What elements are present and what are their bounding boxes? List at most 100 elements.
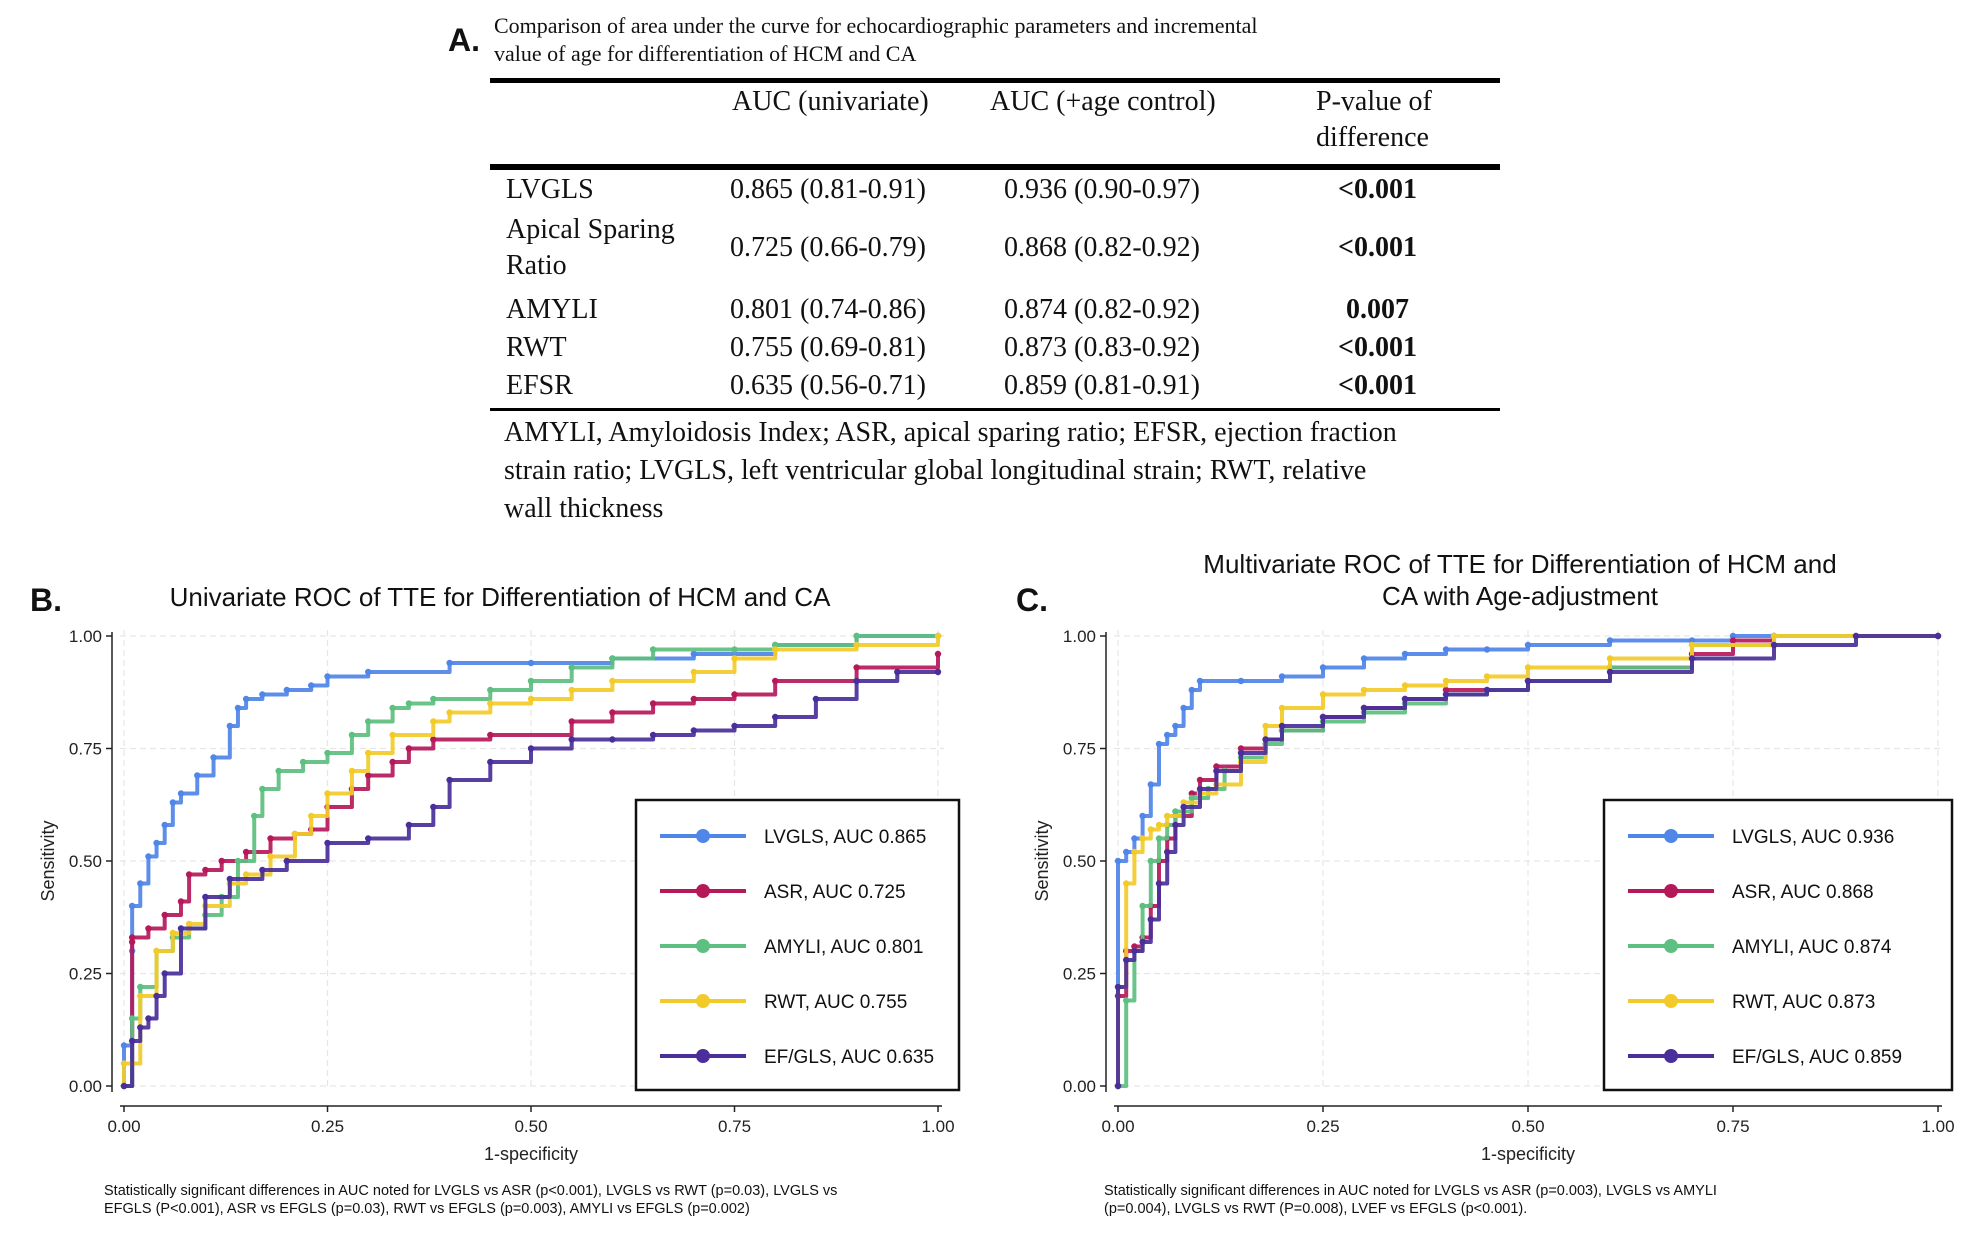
roc-point-amyli bbox=[324, 749, 331, 757]
y-tick-label: 0.00 bbox=[1063, 1077, 1096, 1096]
roc-point-asr bbox=[405, 745, 413, 752]
legend-label: RWT, AUC 0.873 bbox=[1732, 992, 1875, 1013]
roc-point-asr bbox=[177, 898, 185, 905]
roc-point-lvgls bbox=[1688, 637, 1696, 644]
roc-point-lvgls bbox=[1442, 646, 1450, 653]
roc-point-amyli bbox=[365, 718, 372, 725]
row-p-value: <0.001 bbox=[1338, 332, 1417, 363]
row-auc-univariate: 0.725 (0.66-0.79) bbox=[730, 232, 926, 263]
roc-point-rwt bbox=[1155, 821, 1163, 829]
roc-point-efgls bbox=[934, 668, 942, 676]
roc-point-rwt bbox=[934, 632, 942, 640]
x-tick-label: 0.25 bbox=[1306, 1117, 1339, 1136]
chart-c-note-line-1: Statistically significant differences in… bbox=[1104, 1183, 1717, 1199]
roc-point-amyli bbox=[251, 812, 258, 820]
roc-point-asr bbox=[161, 911, 168, 919]
chart-b-note: Statistically significant differences in… bbox=[104, 1182, 984, 1218]
roc-point-lvgls bbox=[283, 686, 290, 694]
x-tick-label: 0.75 bbox=[1716, 1117, 1749, 1136]
roc-point-asr bbox=[1729, 637, 1737, 644]
legend-label: ASR, AUC 0.868 bbox=[1732, 882, 1874, 903]
roc-point-asr bbox=[202, 866, 209, 874]
roc-point-rwt bbox=[1262, 722, 1269, 730]
roc-point-lvgls bbox=[1606, 637, 1614, 644]
roc-point-lvgls bbox=[177, 790, 185, 797]
y-tick-label: 0.75 bbox=[1063, 740, 1096, 759]
chart-b-title: Univariate ROC of TTE for Differentiatio… bbox=[169, 582, 831, 612]
panel-b-letter: B. bbox=[30, 582, 62, 618]
roc-point-lvgls bbox=[1155, 740, 1163, 748]
roc-point-rwt bbox=[731, 655, 738, 662]
roc-point-efgls bbox=[137, 1024, 144, 1031]
roc-point-lvgls bbox=[365, 668, 372, 676]
roc-point-rwt bbox=[487, 700, 494, 707]
roc-point-efgls bbox=[161, 970, 168, 977]
roc-point-rwt bbox=[308, 812, 315, 820]
roc-point-asr bbox=[1196, 776, 1204, 784]
roc-point-efgls bbox=[153, 992, 160, 1000]
roc-point-lvgls bbox=[324, 673, 331, 680]
roc-point-amyli bbox=[731, 646, 738, 653]
roc-point-efgls bbox=[1164, 848, 1171, 856]
roc-point-rwt bbox=[120, 1060, 128, 1067]
chart-b-note-line-2: EFGLS (P<0.001), ASR vs EFGLS (p=0.03), … bbox=[104, 1201, 750, 1217]
roc-point-amyli bbox=[348, 731, 356, 739]
roc-point-asr bbox=[568, 718, 575, 725]
roc-point-lvgls bbox=[308, 682, 315, 689]
roc-point-asr bbox=[242, 848, 250, 856]
roc-point-efgls bbox=[853, 677, 860, 685]
x-tick-label: 0.25 bbox=[311, 1117, 344, 1136]
row-auc-age: 0.868 (0.82-0.92) bbox=[1004, 232, 1200, 263]
roc-point-rwt bbox=[1139, 835, 1146, 842]
roc-point-asr bbox=[853, 664, 860, 671]
roc-point-efgls bbox=[1278, 722, 1286, 730]
footnote-line-1: AMYLI, Amyloidosis Index; ASR, apical sp… bbox=[504, 417, 1397, 448]
x-tick-label: 0.00 bbox=[1101, 1117, 1134, 1136]
roc-point-efgls bbox=[1524, 677, 1532, 685]
roc-point-lvgls bbox=[161, 821, 168, 829]
roc-point-amyli bbox=[128, 1015, 136, 1022]
y-tick-label: 0.25 bbox=[1063, 965, 1096, 984]
roc-point-efgls bbox=[1155, 880, 1163, 887]
legend-label: EF/GLS, AUC 0.859 bbox=[1732, 1047, 1902, 1068]
legend-swatch-marker bbox=[696, 994, 710, 1008]
roc-point-efgls bbox=[405, 821, 413, 829]
multivariate-roc-chart: 0.00 0.25 0.50 0.75 1.00 0.00 0.25 0.50 0.75 1.00… bbox=[1032, 627, 1955, 1164]
roc-point-lvgls bbox=[690, 650, 697, 658]
roc-point-lvgls bbox=[1114, 857, 1122, 865]
row-auc-univariate: 0.635 (0.56-0.71) bbox=[730, 370, 926, 401]
roc-point-amyli bbox=[430, 695, 437, 703]
roc-point-amyli bbox=[299, 758, 307, 766]
roc-point-amyli bbox=[527, 677, 535, 685]
roc-point-efgls bbox=[1401, 695, 1409, 703]
roc-point-rwt bbox=[1164, 812, 1171, 820]
roc-point-rwt bbox=[169, 929, 177, 937]
roc-point-lvgls bbox=[194, 772, 201, 779]
roc-point-amyli bbox=[609, 655, 616, 662]
roc-point-asr bbox=[1131, 943, 1138, 950]
panel-c-letter: C. bbox=[1016, 582, 1048, 618]
roc-point-asr bbox=[934, 650, 942, 658]
roc-point-rwt bbox=[1401, 682, 1409, 689]
roc-point-rwt bbox=[1123, 880, 1130, 887]
roc-point-asr bbox=[267, 835, 274, 842]
roc-point-efgls bbox=[487, 758, 494, 766]
x-axis-label: 1-specificity bbox=[484, 1144, 578, 1164]
roc-point-amyli bbox=[772, 641, 779, 649]
roc-point-amyli bbox=[234, 857, 242, 865]
roc-point-efgls bbox=[1483, 686, 1491, 694]
roc-point-rwt bbox=[1483, 673, 1491, 680]
roc-point-lvgls bbox=[446, 659, 453, 667]
x-tick-label: 1.00 bbox=[1921, 1117, 1954, 1136]
roc-point-amyli bbox=[259, 785, 266, 793]
roc-point-efgls bbox=[226, 875, 234, 883]
roc-point-efgls bbox=[283, 857, 290, 865]
roc-point-rwt bbox=[153, 947, 160, 955]
chart-b-note-line-1: Statistically significant differences in… bbox=[104, 1183, 838, 1199]
roc-point-amyli bbox=[137, 983, 144, 991]
roc-point-efgls bbox=[1213, 767, 1220, 775]
roc-point-efgls bbox=[1196, 785, 1204, 793]
roc-point-asr bbox=[145, 925, 152, 932]
roc-point-amyli bbox=[487, 686, 494, 694]
x-axis-label: 1-specificity bbox=[1481, 1144, 1575, 1164]
